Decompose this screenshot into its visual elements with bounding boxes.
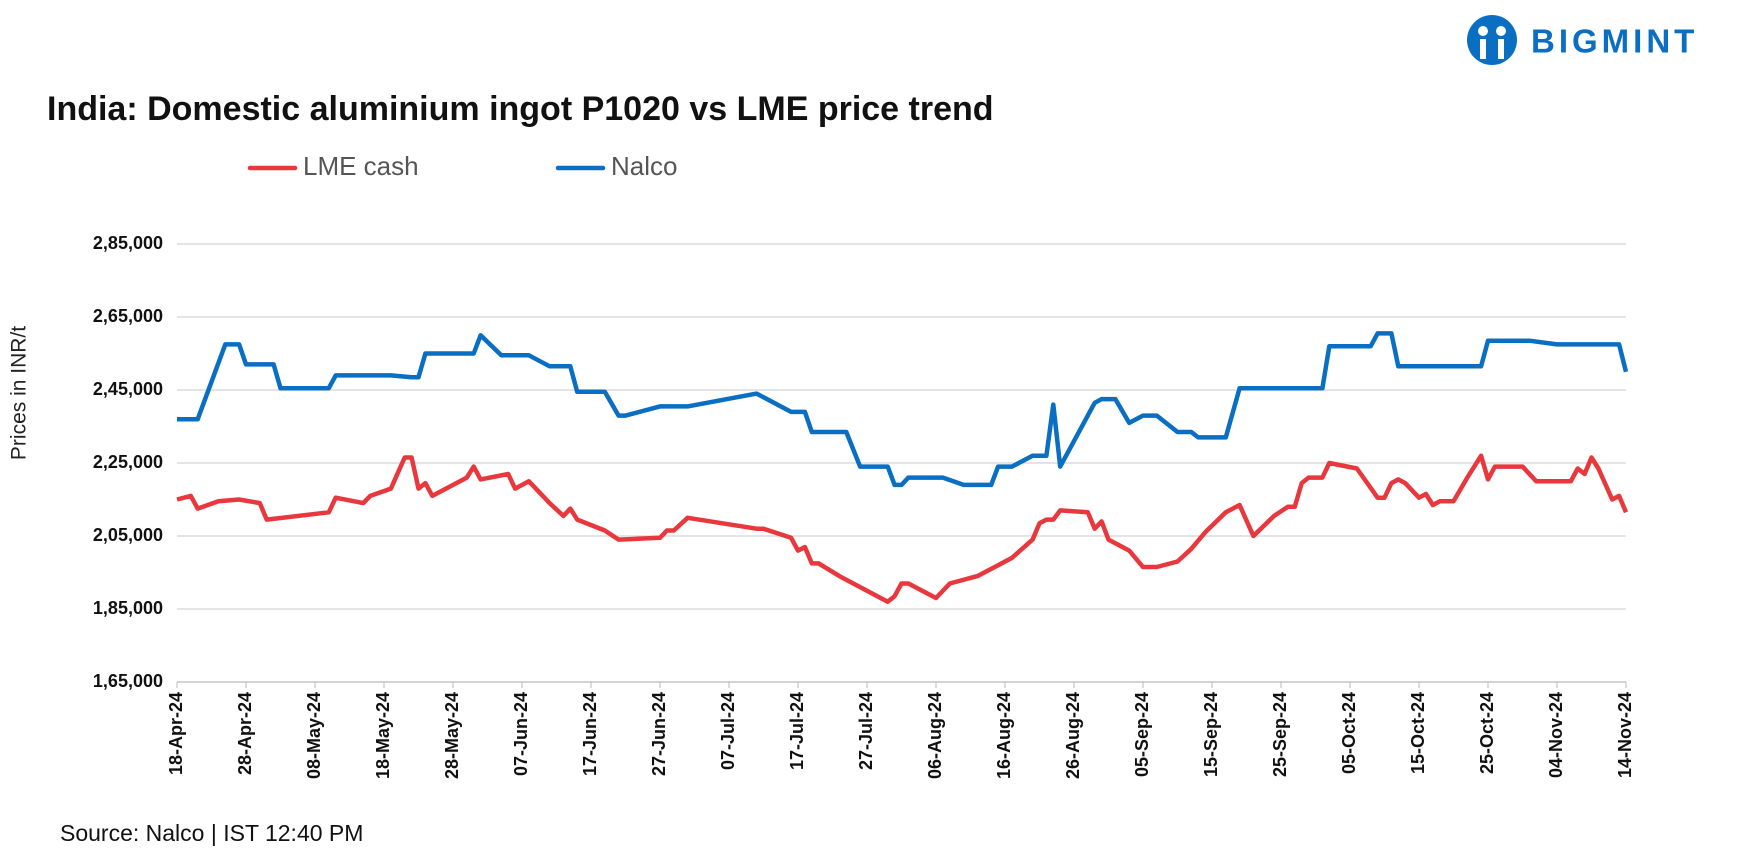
x-tick-label: 07-Jun-24 (511, 692, 531, 776)
y-tick-label: 2,65,000 (93, 306, 163, 326)
x-tick-label: 28-Apr-24 (235, 692, 255, 775)
logo: BIGMINT (1467, 15, 1698, 65)
y-tick-label: 2,05,000 (93, 525, 163, 545)
x-tick-label: 17-Jul-24 (787, 692, 807, 770)
legend-label: Nalco (611, 151, 677, 181)
x-tick-label: 27-Jun-24 (649, 692, 669, 776)
legend-label: LME cash (303, 151, 419, 181)
logo-icon-head (1496, 26, 1506, 36)
x-tick-label: 27-Jul-24 (856, 692, 876, 770)
logo-icon (1467, 15, 1517, 65)
x-tick-label: 14-Nov-24 (1615, 692, 1635, 778)
y-tick-label: 2,45,000 (93, 379, 163, 399)
x-tick-label: 15-Oct-24 (1408, 692, 1428, 774)
x-tick-label: 06-Aug-24 (925, 692, 945, 779)
x-tick-label: 18-Apr-24 (166, 692, 186, 775)
x-tick-label: 26-Aug-24 (1063, 692, 1083, 779)
x-tick-label: 05-Sep-24 (1132, 692, 1152, 777)
series-line (176, 453, 1629, 604)
x-tick-label: 07-Jul-24 (718, 692, 738, 770)
x-tick-label: 28-May-24 (442, 692, 462, 779)
x-tick-label: 17-Jun-24 (580, 692, 600, 776)
y-tick-label: 2,85,000 (93, 233, 163, 253)
x-tick-label: 05-Oct-24 (1339, 692, 1359, 774)
source-note: Source: Nalco | IST 12:40 PM (60, 820, 363, 846)
x-tick-label: 04-Nov-24 (1546, 692, 1566, 778)
x-tick-label: 25-Oct-24 (1477, 692, 1497, 774)
x-tick-label: 18-May-24 (373, 692, 393, 779)
x-tick-label: 16-Aug-24 (994, 692, 1014, 779)
x-tick-label: 15-Sep-24 (1201, 692, 1221, 777)
series-line (177, 331, 1629, 488)
logo-text: BIGMINT (1531, 23, 1698, 60)
chart-title: India: Domestic aluminium ingot P1020 vs… (47, 90, 994, 128)
logo-icon-body (1480, 39, 1486, 59)
y-tick-label: 1,85,000 (93, 598, 163, 618)
x-tick-label: 08-May-24 (304, 692, 324, 779)
y-axis-label: Prices in INR/t (8, 326, 31, 460)
y-tick-label: 1,65,000 (93, 671, 163, 691)
y-tick-label: 2,25,000 (93, 452, 163, 472)
x-tick-label: 25-Sep-24 (1270, 692, 1290, 777)
logo-icon-body (1498, 39, 1504, 59)
logo-icon-head (1478, 26, 1488, 36)
